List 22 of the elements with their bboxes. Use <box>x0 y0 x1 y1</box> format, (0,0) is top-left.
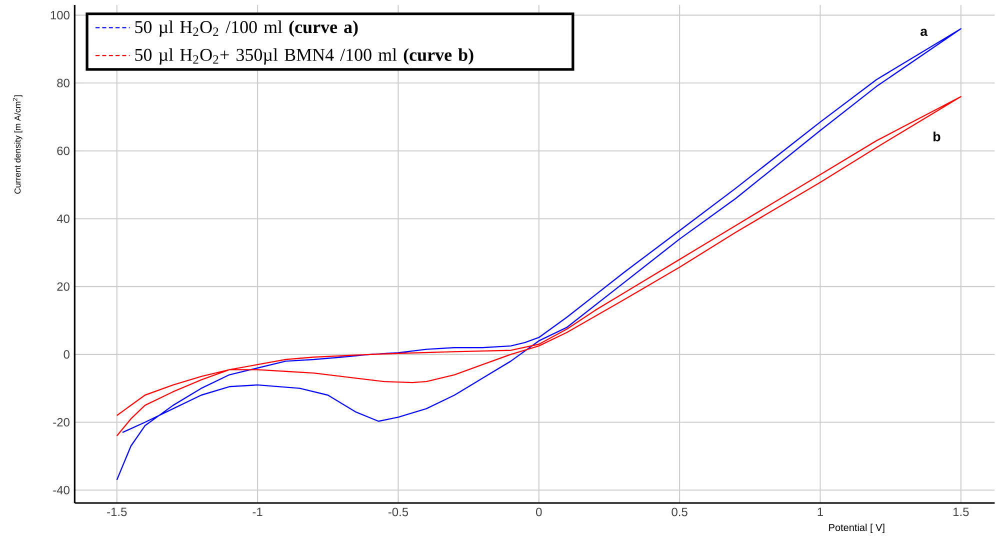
legend-label: 50 µl H$_{2}$O$_{2}$+ 350µl BMN4 /100 ml (curve b) <box>135 48 474 65</box>
x-tick-label: -1.5 <box>107 508 127 516</box>
y-tick-label: 0 <box>64 350 70 359</box>
x-tick-label: -1 <box>252 508 262 516</box>
x-tick-label: -0.5 <box>388 508 408 516</box>
annotation: b <box>934 132 940 142</box>
y-tick-label: 60 <box>57 146 70 156</box>
x-axis-title: Potential [ V] <box>829 524 884 534</box>
y-tick-label: 20 <box>57 282 70 291</box>
line-series <box>116 96 962 436</box>
y-tick-label: 40 <box>56 214 70 223</box>
y-tick-label: -20 <box>53 418 70 427</box>
x-tick-label: 1 <box>818 508 823 516</box>
y-tick-label: 100 <box>50 10 70 20</box>
y-tick-label: -40 <box>53 486 70 494</box>
x-tick-label: 0.5 <box>672 508 688 516</box>
x-tick-label: 1.5 <box>953 508 969 516</box>
y-tick-label: 80 <box>57 78 70 88</box>
y-axis-title: Current density [m A/cm$^{2}$] <box>12 95 22 194</box>
legend-label: 50 µl H$_{2}$O$_{2}$ /100 ml (curve a) <box>135 20 358 37</box>
annotation: a <box>920 28 928 36</box>
x-tick-label: 0 <box>536 508 542 516</box>
